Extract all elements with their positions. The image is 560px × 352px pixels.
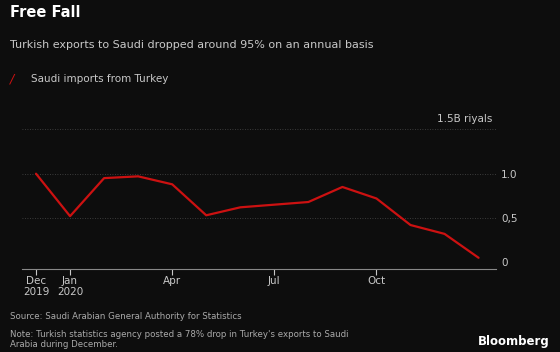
- Text: Bloomberg: Bloomberg: [478, 335, 550, 348]
- Text: Oct: Oct: [367, 276, 385, 285]
- Text: Jul: Jul: [268, 276, 281, 285]
- Text: 2019: 2019: [23, 287, 49, 297]
- Text: Source: Saudi Arabian General Authority for Statistics: Source: Saudi Arabian General Authority …: [10, 312, 242, 321]
- Text: Note: Turkish statistics agency posted a 78% drop in Turkey's exports to Saudi
A: Note: Turkish statistics agency posted a…: [10, 330, 348, 349]
- Text: /: /: [10, 73, 15, 86]
- Text: Jan: Jan: [62, 276, 78, 285]
- Text: Apr: Apr: [163, 276, 181, 285]
- Text: 1.5B riyals: 1.5B riyals: [437, 114, 493, 124]
- Text: 2020: 2020: [57, 287, 83, 297]
- Text: Dec: Dec: [26, 276, 46, 285]
- Text: Free Fall: Free Fall: [10, 5, 81, 20]
- Text: Saudi imports from Turkey: Saudi imports from Turkey: [31, 74, 168, 84]
- Text: Turkish exports to Saudi dropped around 95% on an annual basis: Turkish exports to Saudi dropped around …: [10, 40, 374, 50]
